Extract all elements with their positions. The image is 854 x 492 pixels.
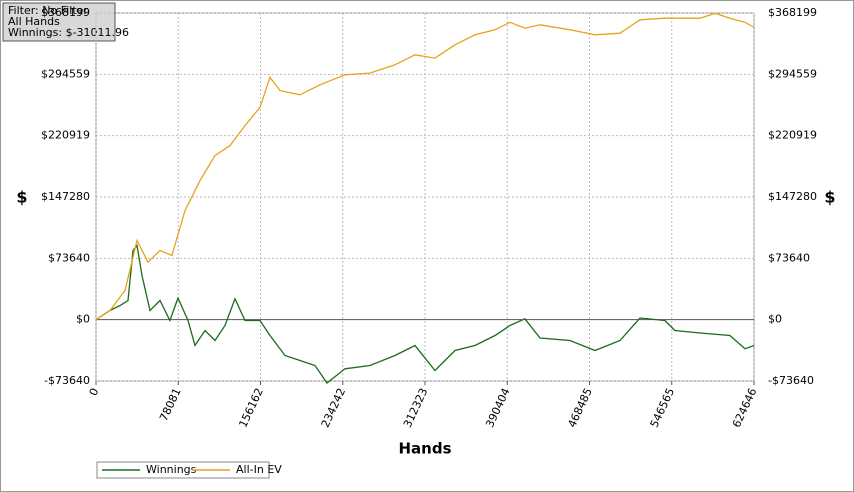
y2-tick-label: $73640: [768, 251, 810, 264]
y-tick-label: $0: [76, 313, 90, 326]
info-line: All Hands: [8, 15, 60, 28]
y-tick-label: $368199: [41, 6, 90, 19]
x-axis-label: Hands: [398, 440, 451, 458]
info-line: Winnings: $-31011.96: [8, 26, 129, 39]
y-tick-label: $73640: [48, 251, 90, 264]
y2-tick-label: $0: [768, 313, 782, 326]
y2-tick-label: $368199: [768, 6, 817, 19]
info-line: Filter: No Filter: [8, 4, 88, 17]
y2-tick-label: $147280: [768, 190, 817, 203]
y2-tick-label: $294559: [768, 67, 817, 80]
y2-axis-label: $: [824, 188, 835, 207]
y-tick-label: $220919: [41, 129, 90, 142]
y-axis-label: $: [16, 188, 27, 207]
series-line: [95, 12, 755, 321]
series-line: [95, 243, 755, 384]
y2-tick-label: $220919: [768, 129, 817, 142]
legend-label: All-In EV: [236, 463, 282, 476]
y2-tick-label: -$73640: [768, 374, 814, 387]
y-tick-label: $294559: [41, 67, 90, 80]
legend: [96, 461, 270, 479]
y-tick-label: -$73640: [44, 374, 90, 387]
x-tick-label: 0: [87, 386, 102, 398]
y-tick-label: $147280: [41, 190, 90, 203]
legend-label: Winnings: [146, 463, 197, 476]
